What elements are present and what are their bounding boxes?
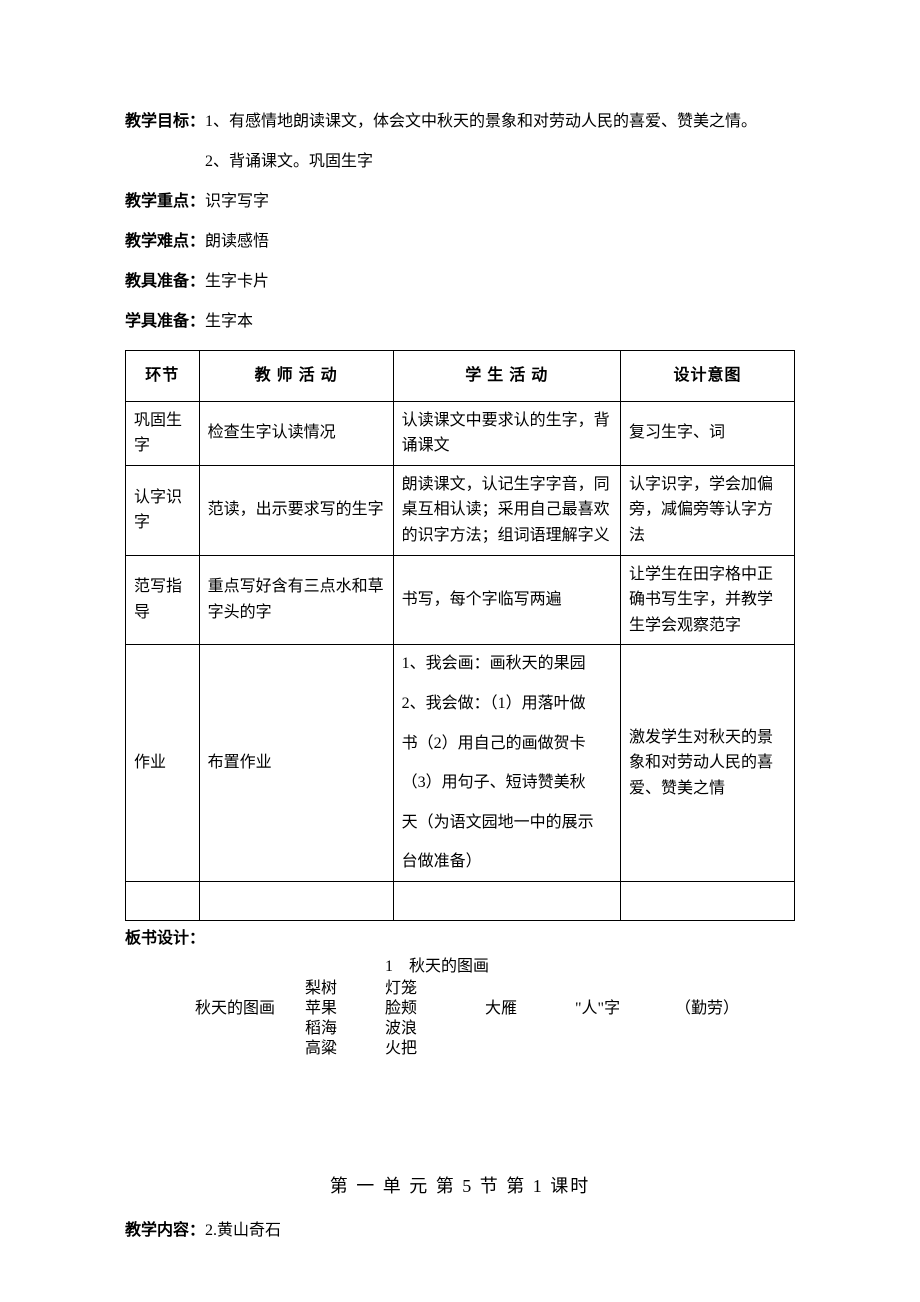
teacher-prep-line: 教具准备：生字卡片 xyxy=(125,270,795,294)
board-col-b: 脸颊 xyxy=(385,1001,475,1017)
label-goal: 教学目标： xyxy=(125,113,205,130)
cell-teacher: 重点写好含有三点水和草字头的字 xyxy=(199,555,393,645)
board-col-b: 火把 xyxy=(385,1041,475,1057)
cell-teacher: 范读，出示要求写的生字 xyxy=(199,465,393,555)
goal-text-2: 2、背诵课文。巩固生字 xyxy=(125,150,795,174)
table-empty-row xyxy=(126,881,795,920)
empty-cell xyxy=(126,881,200,920)
teaching-content-line: 教学内容：2.黄山奇石 xyxy=(125,1219,795,1243)
table-row: 范写指导 重点写好含有三点水和草字头的字 书写，每个字临写两遍 让学生在田字格中… xyxy=(126,555,795,645)
label-board-design: 板书设计： xyxy=(125,930,205,947)
difficulty-text: 朗读感悟 xyxy=(205,233,269,250)
cell-step: 认字识字 xyxy=(126,465,200,555)
table-row: 巩固生字 检查生字认读情况 认读课文中要求认的生字，背诵课文 复习生字、词 xyxy=(126,401,795,465)
label-teacher-prep: 教具准备： xyxy=(125,273,205,290)
teaching-difficulty-line: 教学难点：朗读感悟 xyxy=(125,230,795,254)
hw-line: 2、我会做：（1）用落叶做 xyxy=(402,691,612,717)
th-teacher: 教 师 活 动 xyxy=(199,351,393,402)
cell-student: 朗读课文，认记生字字音，同桌互相认读；采用自己最喜欢的识字方法；组词语理解字义 xyxy=(393,465,620,555)
cell-student-homework: 1、我会画：画秋天的果园 2、我会做：（1）用落叶做 书（2）用自己的画做贺卡 … xyxy=(393,645,620,882)
teaching-focus-line: 教学重点：识字写字 xyxy=(125,190,795,214)
label-content: 教学内容： xyxy=(125,1222,205,1239)
cell-intent: 激发学生对秋天的景象和对劳动人民的喜爱、赞美之情 xyxy=(621,645,795,882)
cell-intent: 让学生在田字格中正确书写生字，并教学生学会观察范字 xyxy=(621,555,795,645)
cell-teacher: 布置作业 xyxy=(199,645,393,882)
board-col-b: 波浪 xyxy=(385,1021,475,1037)
empty-cell xyxy=(621,881,795,920)
th-step: 环节 xyxy=(126,351,200,402)
student-prep-text: 生字本 xyxy=(205,313,253,330)
board-col-a: 高粱 xyxy=(305,1041,375,1057)
teaching-goal-line: 教学目标：1、有感情地朗读课文，体会文中秋天的景象和对劳动人民的喜爱、赞美之情。 xyxy=(125,110,795,134)
board-title: 1 秋天的图画 xyxy=(125,959,795,975)
board-left-label: 秋天的图画 xyxy=(195,1001,295,1017)
content-text: 2.黄山奇石 xyxy=(205,1222,281,1239)
student-prep-line: 学具准备：生字本 xyxy=(125,310,795,334)
board-mid: 大雁 xyxy=(485,1001,565,1017)
unit-line: 第 一 单 元 第 5 节 第 1 课时 xyxy=(125,1177,795,1195)
hw-line: 台做准备） xyxy=(402,849,612,875)
board-col-a: 苹果 xyxy=(305,1001,375,1017)
board-col-b: 灯笼 xyxy=(385,981,475,997)
th-student: 学 生 活 动 xyxy=(393,351,620,402)
label-difficulty: 教学难点： xyxy=(125,233,205,250)
hw-line: 1、我会画：画秋天的果园 xyxy=(402,651,612,677)
cell-intent: 认字识字，学会加偏旁，减偏旁等认字方法 xyxy=(621,465,795,555)
goal-text-1: 1、有感情地朗读课文，体会文中秋天的景象和对劳动人民的喜爱、赞美之情。 xyxy=(205,113,757,130)
label-focus: 教学重点： xyxy=(125,193,205,210)
label-student-prep: 学具准备： xyxy=(125,313,205,330)
board-col-a: 稻海 xyxy=(305,1021,375,1037)
cell-student: 书写，每个字临写两遍 xyxy=(393,555,620,645)
cell-student: 认读课文中要求认的生字，背诵课文 xyxy=(393,401,620,465)
table-row: 认字识字 范读，出示要求写的生字 朗读课文，认记生字字音，同桌互相认读；采用自己… xyxy=(126,465,795,555)
board-right1: "人"字 xyxy=(575,1001,665,1017)
empty-cell xyxy=(393,881,620,920)
focus-text: 识字写字 xyxy=(205,193,269,210)
hw-line: 书（2）用自己的画做贺卡 xyxy=(402,731,612,757)
cell-step: 范写指导 xyxy=(126,555,200,645)
hw-line: 天（为语文园地一中的展示 xyxy=(402,810,612,836)
board-col-a: 梨树 xyxy=(305,981,375,997)
table-row: 作业 布置作业 1、我会画：画秋天的果园 2、我会做：（1）用落叶做 书（2）用… xyxy=(126,645,795,882)
cell-intent: 复习生字、词 xyxy=(621,401,795,465)
table-header-row: 环节 教 师 活 动 学 生 活 动 设计意图 xyxy=(126,351,795,402)
cell-step: 作业 xyxy=(126,645,200,882)
teacher-prep-text: 生字卡片 xyxy=(205,273,269,290)
hw-line: （3）用句子、短诗赞美秋 xyxy=(402,770,612,796)
th-intent: 设计意图 xyxy=(621,351,795,402)
cell-step: 巩固生字 xyxy=(126,401,200,465)
lesson-plan-table: 环节 教 师 活 动 学 生 活 动 设计意图 巩固生字 检查生字认读情况 认读… xyxy=(125,350,795,921)
board-design-grid: 梨树 灯笼 秋天的图画 苹果 脸颊 大雁 "人"字 （勤劳） 稻海 波浪 高粱 … xyxy=(195,981,795,1057)
cell-teacher: 检查生字认读情况 xyxy=(199,401,393,465)
board-right2: （勤劳） xyxy=(675,1001,755,1017)
empty-cell xyxy=(199,881,393,920)
